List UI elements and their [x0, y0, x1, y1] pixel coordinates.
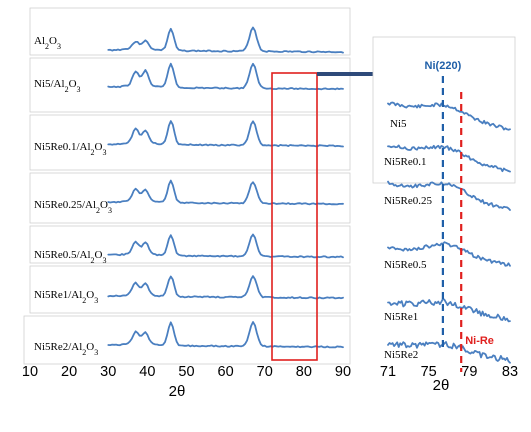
x-tick-label: 30 — [100, 364, 116, 380]
xrd-trace — [107, 120, 344, 148]
sample-label: Ni5Re0.1/Al2O3 — [34, 141, 106, 157]
left-panel-frame — [29, 265, 351, 314]
sample-label: Ni5Re0.25/Al2O3 — [34, 199, 112, 215]
right-panel-labels: Ni5 Ni5Re0.1 Ni5Re0.25 Ni5Re0.5 Ni5Re1 Ni5Re2 — [384, 118, 432, 361]
x-tick-label: 70 — [257, 364, 273, 380]
reference-lines: Ni(220) Ni-Re — [425, 60, 494, 372]
right-x-axis-title: 2θ — [433, 377, 450, 394]
x-tick-label: 80 — [296, 364, 312, 380]
zoom-sample-label: Ni5Re0.1 — [384, 156, 426, 168]
left-x-axis-title: 2θ — [169, 383, 186, 400]
sample-label: Ni5/Al2O3 — [34, 78, 81, 94]
zoom-trace — [387, 180, 511, 211]
left-panel-frame — [29, 172, 351, 224]
ni220-label: Ni(220) — [425, 60, 462, 72]
sample-label: Al2O3 — [34, 35, 61, 51]
zoom-sample-label: Ni5 — [390, 118, 407, 130]
zoom-trace — [387, 298, 511, 323]
x-tick-label: 10 — [22, 364, 38, 380]
x-tick-label: 50 — [178, 364, 194, 380]
left-panel-frame — [29, 57, 351, 113]
xrd-trace — [107, 233, 344, 259]
x-tick-label: 60 — [218, 364, 234, 380]
xrd-trace — [107, 26, 344, 54]
xrd-trace — [107, 275, 344, 300]
x-tick-label: 90 — [335, 364, 351, 380]
zoom-sample-label: Ni5Re0.25 — [384, 195, 432, 207]
zoom-trace — [387, 144, 511, 173]
xrd-trace — [107, 62, 344, 91]
zoom-sample-label: Ni5Re0.5 — [384, 259, 427, 271]
zoom-region-box — [271, 72, 318, 361]
zoom-sample-label: Ni5Re2 — [384, 349, 418, 361]
xrd-trace — [107, 179, 344, 206]
right-axis-ticks: 71 75 79 83 — [380, 364, 518, 380]
left-panel-frame — [29, 7, 351, 56]
left-panel-labels: Al2O3 Ni5/Al2O3 Ni5Re0.1/Al2O3 Ni5Re0.25/Al… — [34, 35, 112, 357]
zoom-x-tick-label: 83 — [502, 364, 518, 380]
xrd-trace — [107, 321, 344, 349]
x-tick-label: 20 — [61, 364, 77, 380]
zoom-x-tick-label: 75 — [421, 364, 437, 380]
left-panel-frame — [29, 114, 351, 171]
left-axis-ticks: 10 20 30 40 50 60 70 80 90 — [22, 364, 351, 380]
sample-label: Ni5Re0.5/Al2O3 — [34, 249, 106, 265]
zoom-trace — [387, 341, 511, 364]
sample-label: Ni5Re2/Al2O3 — [34, 341, 98, 357]
left-panel-frames — [23, 7, 351, 365]
zoom-sample-label: Ni5Re1 — [384, 311, 418, 323]
ni-re-label: Ni-Re — [465, 335, 494, 347]
left-panel-frame — [23, 315, 351, 365]
right-panel-frame — [372, 36, 516, 184]
right-panel-traces — [387, 101, 511, 364]
left-panel-traces — [107, 26, 344, 349]
x-tick-label: 40 — [139, 364, 155, 380]
zoom-x-tick-label: 71 — [380, 364, 396, 380]
sample-label: Ni5Re1/Al2O3 — [34, 289, 98, 305]
zoom-trace — [387, 101, 511, 131]
zoom-trace — [387, 241, 511, 267]
zoom-x-tick-label: 79 — [461, 364, 477, 380]
